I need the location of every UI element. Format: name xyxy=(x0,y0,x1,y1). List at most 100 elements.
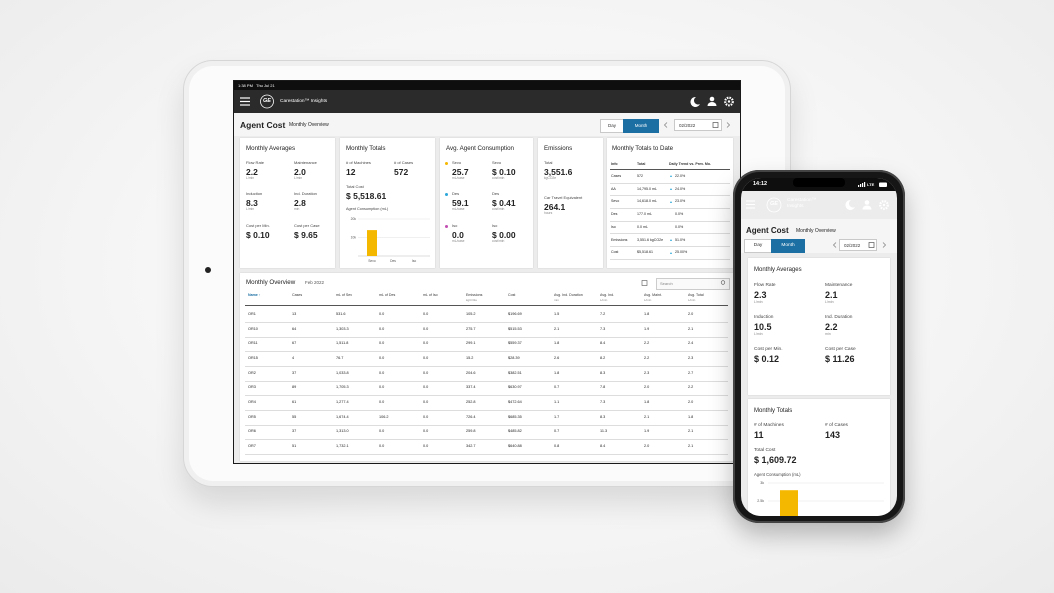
phone: 14:12 LTE GE Carestation™ Insights Agent… xyxy=(733,170,905,523)
table-cell: OR6 xyxy=(248,429,256,434)
table-cell: OR15 xyxy=(248,355,258,360)
metric-value: 11 xyxy=(754,430,764,441)
logo: GE xyxy=(770,201,778,207)
search-icon xyxy=(720,280,726,285)
table-cell: 1,303.3 xyxy=(336,326,349,331)
metric-label: Total xyxy=(544,160,553,165)
row-info: Emissions xyxy=(611,237,628,242)
tablet-screen: 1:38 PM Thu Jul 21 GE Carestation™ Insig… xyxy=(233,80,741,464)
card: Avg. Agent Consumption Sevo 25.7 mL/case Sev… xyxy=(440,138,533,268)
metric-label: Total Cost xyxy=(754,448,776,453)
toggle-month[interactable]: Month xyxy=(623,119,659,133)
column-header: mL of Des xyxy=(379,293,396,297)
card: Monthly Totals # of Machines 11 # of Cases 1… xyxy=(748,399,890,516)
agent-amount: 59.1 xyxy=(452,197,469,208)
agent-unit: mL/case xyxy=(452,207,465,211)
card: Monthly Averages Flow Rate 2.2 L/min Mainten… xyxy=(240,138,335,268)
date-picker[interactable]: 02/2022 xyxy=(674,119,722,131)
column-header: Name ↑ xyxy=(248,293,261,297)
row-total: 3,551.6 kgCO2e xyxy=(637,237,664,242)
table-cell: 1.8 xyxy=(644,399,650,404)
table-cell: 1.5 xyxy=(554,312,560,316)
y-tick-label: 10k xyxy=(351,235,357,239)
table-cell: $472.64 xyxy=(508,399,522,404)
cost-label: Sevo xyxy=(492,160,502,165)
cost-unit: cost/min xyxy=(492,176,505,180)
table-cell: $559.37 xyxy=(508,341,522,346)
table-cell: 7.3 xyxy=(600,399,606,404)
table-cell: $196.69 xyxy=(508,312,522,316)
camera xyxy=(205,267,211,273)
row-total: 177.0 mL xyxy=(637,212,652,217)
x-tick-label: Des xyxy=(390,259,396,263)
status-bar xyxy=(234,81,740,90)
table-cell: 2.7 xyxy=(688,370,694,375)
table-cell: 8.3 xyxy=(600,370,606,375)
agent-amount: 0.0 xyxy=(452,229,464,240)
table-cell: 64 xyxy=(292,326,297,331)
agent-amount: 25.7 xyxy=(452,166,469,177)
table-cell: 2.4 xyxy=(688,341,694,346)
table-cell: 2.0 xyxy=(688,312,694,316)
metric-value: $ 1,609.72 xyxy=(754,455,797,465)
bar xyxy=(367,230,377,256)
metric-label: Induction xyxy=(754,315,774,320)
table-cell: 0.0 xyxy=(379,385,385,390)
row-total: 0.0 mL xyxy=(637,224,648,229)
metric-label: Induction xyxy=(246,191,263,196)
table-cell: 8.4 xyxy=(600,443,606,448)
card: Monthly Totals # of Machines 12 # of Cases 5… xyxy=(340,138,435,268)
column-header: Total xyxy=(637,162,646,166)
metric-unit: L/min xyxy=(246,176,255,180)
table-cell: 0.0 xyxy=(379,326,385,331)
table-cell: 337.4 xyxy=(466,385,476,390)
search-placeholder: Search xyxy=(660,280,673,286)
cost-label: Des xyxy=(492,191,500,196)
column-header: Avg. Ind. xyxy=(600,293,615,297)
table-cell: 89 xyxy=(292,385,297,390)
card-title: Monthly Totals xyxy=(346,145,386,152)
table-cell: 2.3 xyxy=(644,370,650,375)
row-trend: 0.0% xyxy=(675,224,684,229)
table-cell: 37 xyxy=(292,429,297,434)
toggle-day[interactable]: Day xyxy=(600,119,624,133)
phone-screen: 14:12 LTE GE Carestation™ Insights Agent… xyxy=(741,178,897,516)
logo: GE xyxy=(263,98,271,104)
date-icons xyxy=(832,242,887,248)
metric-label: Maintenance xyxy=(294,160,317,165)
table-cell: 0.0 xyxy=(379,312,385,316)
agent-dot xyxy=(445,161,448,165)
metric-value: 2.3 xyxy=(754,290,767,301)
metric-label: # of Machines xyxy=(346,160,371,165)
table-cell: 1,732.1 xyxy=(336,443,349,448)
app-bar-icons xyxy=(240,94,734,109)
table-cell: OR2 xyxy=(248,370,256,375)
column-header: Avg. Total xyxy=(688,293,704,297)
table-cell: 8.3 xyxy=(600,414,606,419)
table-cell: 7.2 xyxy=(600,312,606,316)
table-cell: 0.0 xyxy=(379,341,385,346)
toggle-month[interactable]: Month xyxy=(771,239,805,253)
table-cell: 2.0 xyxy=(688,399,694,404)
cost-unit: cost/min xyxy=(492,207,505,211)
bar xyxy=(780,490,798,516)
table-cell: 531.6 xyxy=(336,312,346,316)
page-title: Agent Cost xyxy=(746,226,789,235)
card-title: Monthly Totals xyxy=(754,408,793,414)
table-cell: $630.97 xyxy=(508,385,522,390)
header-rule xyxy=(610,169,730,170)
toggle-day[interactable]: Day xyxy=(744,239,772,253)
row-total: 14,618.0 mL xyxy=(637,199,657,204)
table-cell: $640.88 xyxy=(508,443,522,448)
metric-value: $ 0.10 xyxy=(246,229,270,240)
metric-unit: hours xyxy=(544,211,553,215)
card-title: Emissions xyxy=(544,145,573,152)
column-header: Cases xyxy=(292,293,303,297)
y-tick-label: 3k xyxy=(760,481,764,485)
date-picker[interactable]: 02/2022 xyxy=(839,239,877,251)
row-total: 572 xyxy=(637,174,643,178)
cost-value: $ 0.10 xyxy=(492,166,516,177)
metric-value: 2.8 xyxy=(294,197,306,208)
row-info: Des xyxy=(611,212,618,217)
